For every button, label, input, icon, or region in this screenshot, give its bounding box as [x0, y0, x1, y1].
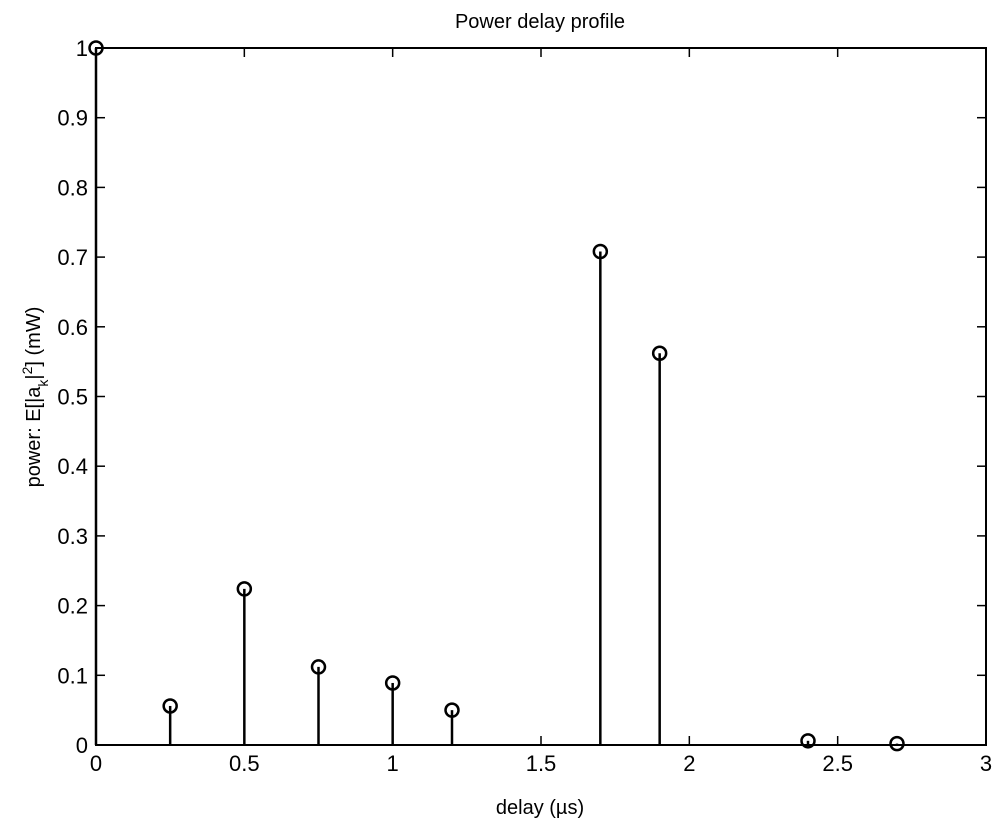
y-label-superscript: 2	[19, 366, 35, 374]
y-tick-label: 0	[76, 733, 88, 758]
x-tick-label: 2	[683, 751, 695, 776]
y-tick-label: 0.8	[57, 175, 88, 200]
y-tick-label: 0.7	[57, 245, 88, 270]
y-label-suffix: ] (mW)	[23, 307, 45, 367]
x-tick-label: 1	[387, 751, 399, 776]
y-tick-label: 0.5	[57, 385, 88, 410]
stem-marker	[236, 581, 253, 597]
y-tick-label: 0.1	[57, 663, 88, 688]
y-tick-label: 0.9	[57, 106, 88, 131]
y-tick-label: 0.6	[57, 315, 88, 340]
y-label-middle: |	[23, 374, 45, 379]
y-tick-label: 0.2	[57, 594, 88, 619]
y-label-subscript: k	[35, 379, 51, 387]
x-tick-label: 3	[980, 751, 992, 776]
stem-marker	[800, 733, 816, 749]
y-axis-label: power: E[|ak|2] (mW)	[19, 307, 51, 488]
stem-marker	[592, 243, 609, 260]
y-tick-label: 0.4	[57, 454, 88, 479]
y-axis-ticks: 0 0.1 0.2 0.3 0.4 0.5 0.6 0.7 0.8 0.9 1	[57, 36, 986, 758]
x-axis-label: delay (µs)	[496, 797, 584, 819]
x-tick-label: 0.5	[229, 751, 260, 776]
x-tick-label: 1.5	[526, 751, 557, 776]
stem-marker	[310, 659, 327, 675]
stem-marker	[384, 675, 401, 691]
stem-marker	[651, 345, 668, 362]
x-tick-label: 2.5	[822, 751, 853, 776]
stem-marker	[444, 702, 460, 718]
y-tick-label: 1	[76, 36, 88, 61]
stem-marker	[162, 698, 178, 714]
chart-title: Power delay profile	[455, 11, 625, 33]
stem-marker	[88, 40, 104, 56]
stem-marker	[889, 735, 905, 752]
x-axis-ticks: 0 0.5 1 1.5 2 2.5 3	[90, 48, 992, 776]
y-tick-label: 0.3	[57, 524, 88, 549]
plot-area	[95, 47, 987, 746]
stem-series	[88, 40, 905, 752]
x-tick-label: 0	[90, 751, 102, 776]
y-label-prefix: power: E[|a	[23, 386, 45, 488]
